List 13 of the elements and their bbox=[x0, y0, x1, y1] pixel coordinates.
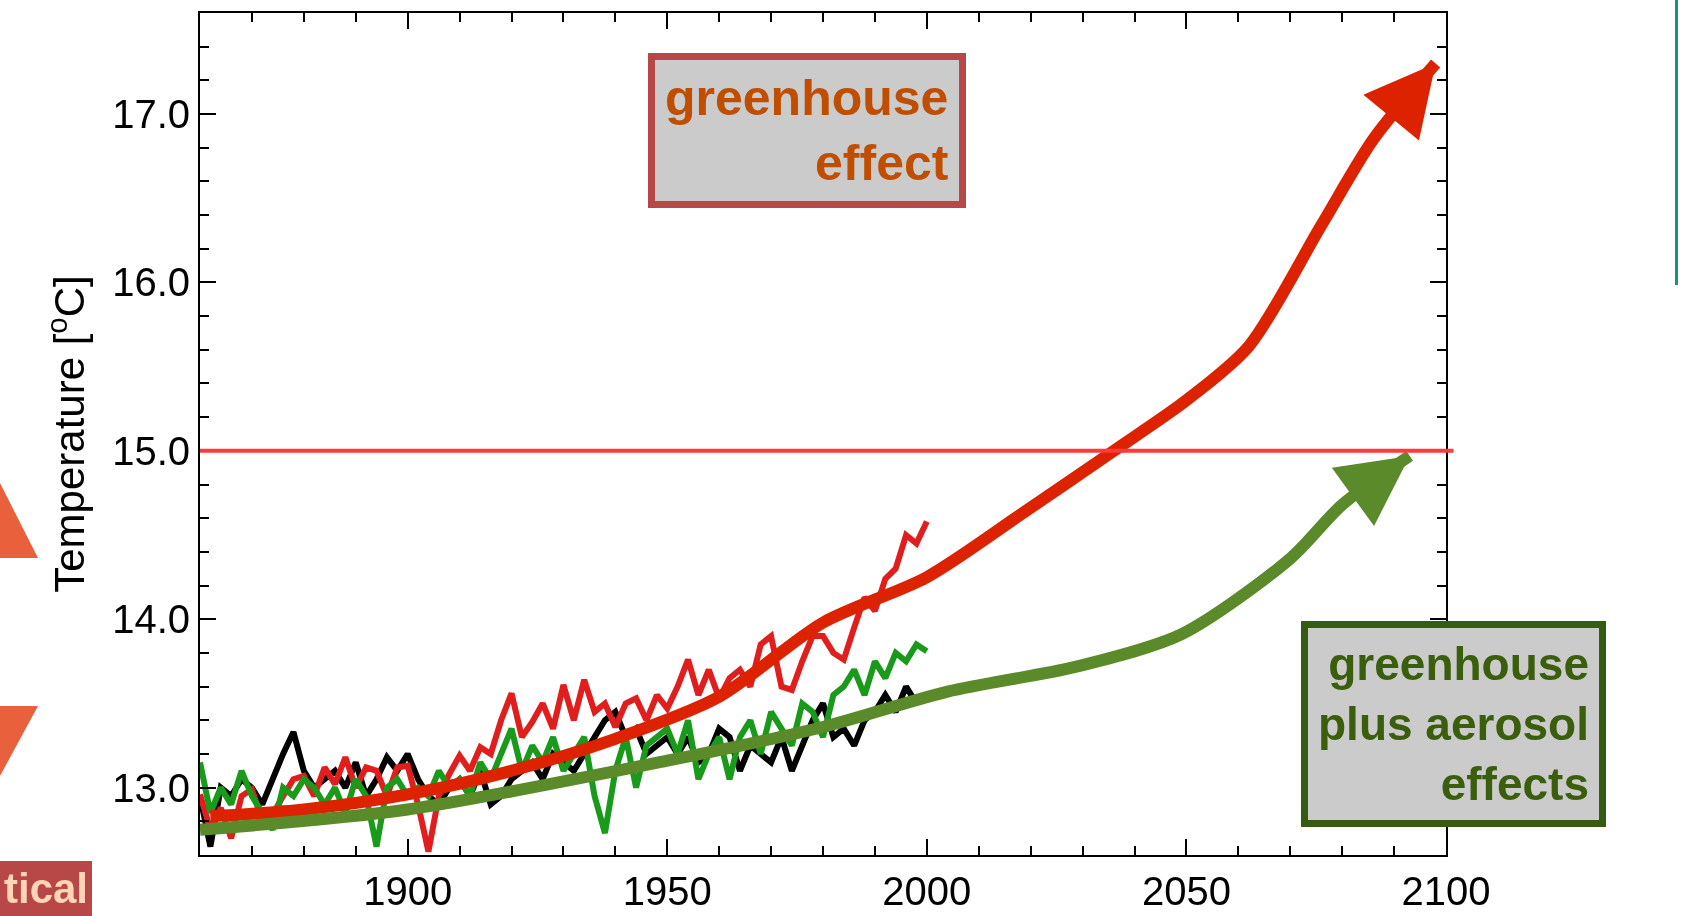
y-tick-label: 14.0 bbox=[112, 597, 190, 642]
x-tick-label: 2050 bbox=[1141, 869, 1231, 913]
x-tick-label: 1900 bbox=[363, 869, 453, 913]
x-tick-label: 2000 bbox=[882, 869, 972, 913]
annotation: greenhouse effect bbox=[665, 70, 949, 191]
annotation: greenhouse plus aerosol effects bbox=[1318, 638, 1589, 810]
y-tick-label: 15.0 bbox=[112, 428, 190, 473]
x-tick-label: 2100 bbox=[1401, 869, 1491, 913]
y-tick-label: 17.0 bbox=[112, 92, 190, 137]
y-tick-label: 16.0 bbox=[112, 260, 190, 305]
x-tick-label: 1950 bbox=[622, 869, 712, 913]
text: tical bbox=[4, 865, 89, 912]
y-tick-label: 13.0 bbox=[112, 765, 190, 810]
